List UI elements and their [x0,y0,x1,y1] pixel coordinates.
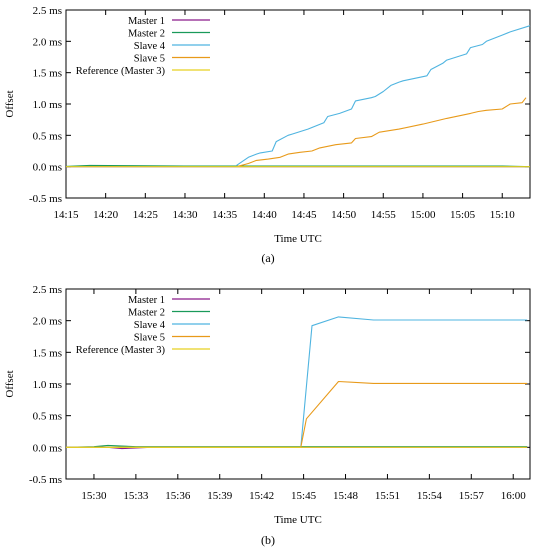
x-tick-label: 15:33 [123,490,149,502]
y-axis-label: Offset [4,370,16,397]
x-tick-label: 15:10 [490,209,516,221]
x-tick-label: 15:39 [207,490,233,502]
series-line-slave-5 [236,97,527,168]
legend-label: Slave 5 [134,333,165,344]
x-tick-label: 14:35 [212,209,238,221]
x-tick-label: 15:36 [165,490,191,502]
y-tick-label: 1.5 ms [33,347,62,359]
x-tick-label: 15:05 [450,209,476,221]
y-tick-label: 1.0 ms [33,99,62,111]
y-tick-label: 0.0 ms [33,442,62,454]
series-line-master-2 [65,444,528,448]
legend-label: Master 2 [128,29,165,40]
x-tick-label: 15:45 [291,490,317,502]
x-tick-label: 15:51 [375,490,400,502]
series-line-master-2 [65,164,531,168]
y-tick-label: 2.5 ms [33,284,62,296]
y-tick-label: 1.0 ms [33,379,62,391]
legend-label: Master 2 [128,308,165,319]
legend-label: Slave 4 [134,320,166,331]
legend-label: Slave 5 [134,54,165,65]
x-tick-label: 14:50 [331,209,357,221]
x-tick-label: 14:15 [53,209,79,221]
panel-label: (b) [261,533,275,547]
x-tick-label: 15:57 [459,490,485,502]
y-tick-label: -0.5 ms [29,474,62,486]
legend-label: Slave 4 [134,41,166,52]
series-line-slave-5 [66,380,528,448]
chart-panel-b: -0.5 ms 0.0 ms 0.5 ms 1.0 ms 1.5 ms 2.0 ms 2.5… [4,284,531,547]
y-tick-label: 2.5 ms [33,5,62,17]
x-tick-label: 15:54 [417,490,443,502]
series-line-slave-4 [236,25,531,166]
x-tick-label: 16:00 [501,490,527,502]
panel-label: (a) [261,251,274,265]
chart-panel-a: -0.5 ms 0.0 ms 0.5 ms 1.0 ms 1.5 ms 2.0 ms 2.5… [4,5,531,265]
y-tick-label: 0.5 ms [33,130,62,142]
legend-label: Reference (Master 3) [76,66,166,77]
x-axis-label: Time UTC [274,233,322,245]
legend-label: Reference (Master 3) [76,345,166,356]
y-tick-label: 0.5 ms [33,411,62,423]
x-tick-label: 14:30 [172,209,198,221]
legend-label: Master 1 [128,16,165,27]
x-tick-label: 15:42 [249,490,274,502]
y-tick-label: -0.5 ms [29,193,62,205]
y-tick-label: 2.0 ms [33,36,62,48]
y-axis-label: Offset [4,90,16,117]
y-tick-label: 2.0 ms [33,316,62,328]
x-tick-label: 14:20 [93,209,119,221]
legend-label: Master 1 [128,295,165,306]
x-tick-label: 14:25 [133,209,159,221]
x-tick-label: 14:40 [252,209,278,221]
y-tick-label: 1.5 ms [33,68,62,80]
y-tick-label: 0.0 ms [33,162,62,174]
x-tick-label: 14:55 [371,209,397,221]
x-tick-label: 15:00 [410,209,436,221]
x-tick-label: 15:30 [81,490,107,502]
x-tick-label: 15:48 [333,490,359,502]
x-tick-label: 14:45 [291,209,317,221]
x-axis-label: Time UTC [274,514,322,526]
